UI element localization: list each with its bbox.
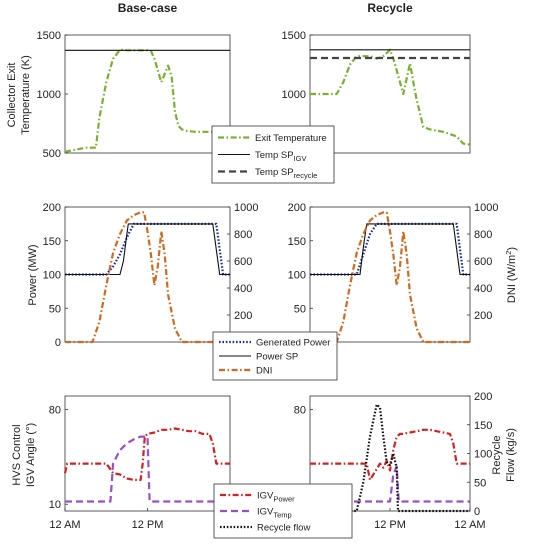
legend-label: IGVTemp	[257, 507, 292, 520]
y-tick-label: 200	[288, 202, 306, 214]
y-tick-label: 100	[288, 270, 306, 282]
y-tick-label: 500	[43, 148, 61, 160]
y-tick-label: 1500	[282, 30, 306, 42]
series-pow	[63, 427, 230, 481]
y2-tick-label: 400	[234, 283, 252, 295]
y2-tick-label: 200	[474, 391, 492, 403]
y2-tick-label: 0	[474, 506, 480, 518]
y-axis-label: HVS Control	[11, 424, 23, 485]
series-dni	[310, 211, 470, 344]
y2-tick-label: 150	[474, 420, 492, 432]
x-tick-label: 12 AM	[454, 519, 485, 531]
y-tick-label: 10	[49, 499, 61, 511]
legend-label: Power SP	[256, 352, 298, 363]
y-tick-label: 150	[43, 236, 61, 248]
y2-tick-label: 800	[234, 229, 252, 241]
series-dni	[65, 211, 230, 344]
y-tick-label: 0	[55, 337, 61, 349]
y2-tick-label: 600	[474, 256, 492, 268]
legend-label: DNI	[256, 366, 272, 377]
legend-label: Temp SPIGV	[255, 150, 306, 163]
x-tick-label: 12 PM	[132, 519, 164, 531]
series-rec	[310, 403, 470, 513]
y-tick-label: 50	[294, 303, 306, 315]
series-tmp	[65, 435, 230, 503]
series-exit	[310, 48, 471, 146]
legend-label: IGVPower	[257, 491, 295, 504]
series-tmp	[310, 465, 470, 503]
y2-tick-label: 200	[474, 310, 492, 322]
y2-tick-label: 800	[474, 229, 492, 241]
legend-label: Generated Power	[256, 338, 330, 349]
y-tick-label: 80	[294, 405, 306, 417]
series-exit	[64, 48, 230, 153]
panel-title: Recycle	[367, 1, 413, 15]
y-tick-label: 100	[43, 270, 61, 282]
y2-tick-label: 1000	[474, 202, 498, 214]
y-axis-label: Power (MW)	[27, 244, 39, 305]
legend-label: Temp SPrecycle	[255, 167, 317, 180]
axes-frame	[64, 34, 231, 154]
y2-tick-label: 200	[234, 310, 252, 322]
x-tick-label: 12 AM	[49, 519, 80, 531]
y2-tick-label: 600	[234, 256, 252, 268]
y-axis-label: Collector Exit	[6, 63, 18, 128]
y2-axis-label: Recycle	[491, 435, 503, 474]
series-sp	[310, 223, 470, 276]
legend-label: Recycle flow	[257, 523, 310, 534]
y-tick-label: 80	[49, 405, 61, 417]
series-gen	[310, 222, 470, 276]
y2-tick-label: 1000	[234, 202, 258, 214]
y2-axis-label: Flow (kg/s)	[505, 428, 517, 482]
legend-label: Exit Temperature	[255, 133, 327, 144]
y-axis-label: IGV Angle (°)	[25, 423, 37, 487]
y-tick-label: 1500	[37, 30, 61, 42]
y2-tick-label: 50	[474, 477, 486, 489]
y-tick-label: 50	[49, 303, 61, 315]
panel-title: Base-case	[118, 1, 178, 15]
y2-tick-label: 100	[474, 449, 492, 461]
series-pow	[310, 428, 470, 481]
x-tick-label: 12 PM	[374, 519, 406, 531]
y2-axis-label: DNI (W/m2)	[504, 247, 518, 303]
series-sp	[65, 223, 230, 276]
y2-tick-label: 400	[474, 283, 492, 295]
y-tick-label: 150	[288, 236, 306, 248]
y-axis-label: Temperature (K)	[20, 55, 32, 134]
y-tick-label: 1000	[282, 89, 306, 101]
y-tick-label: 1000	[37, 89, 61, 101]
y-tick-label: 200	[43, 202, 61, 214]
